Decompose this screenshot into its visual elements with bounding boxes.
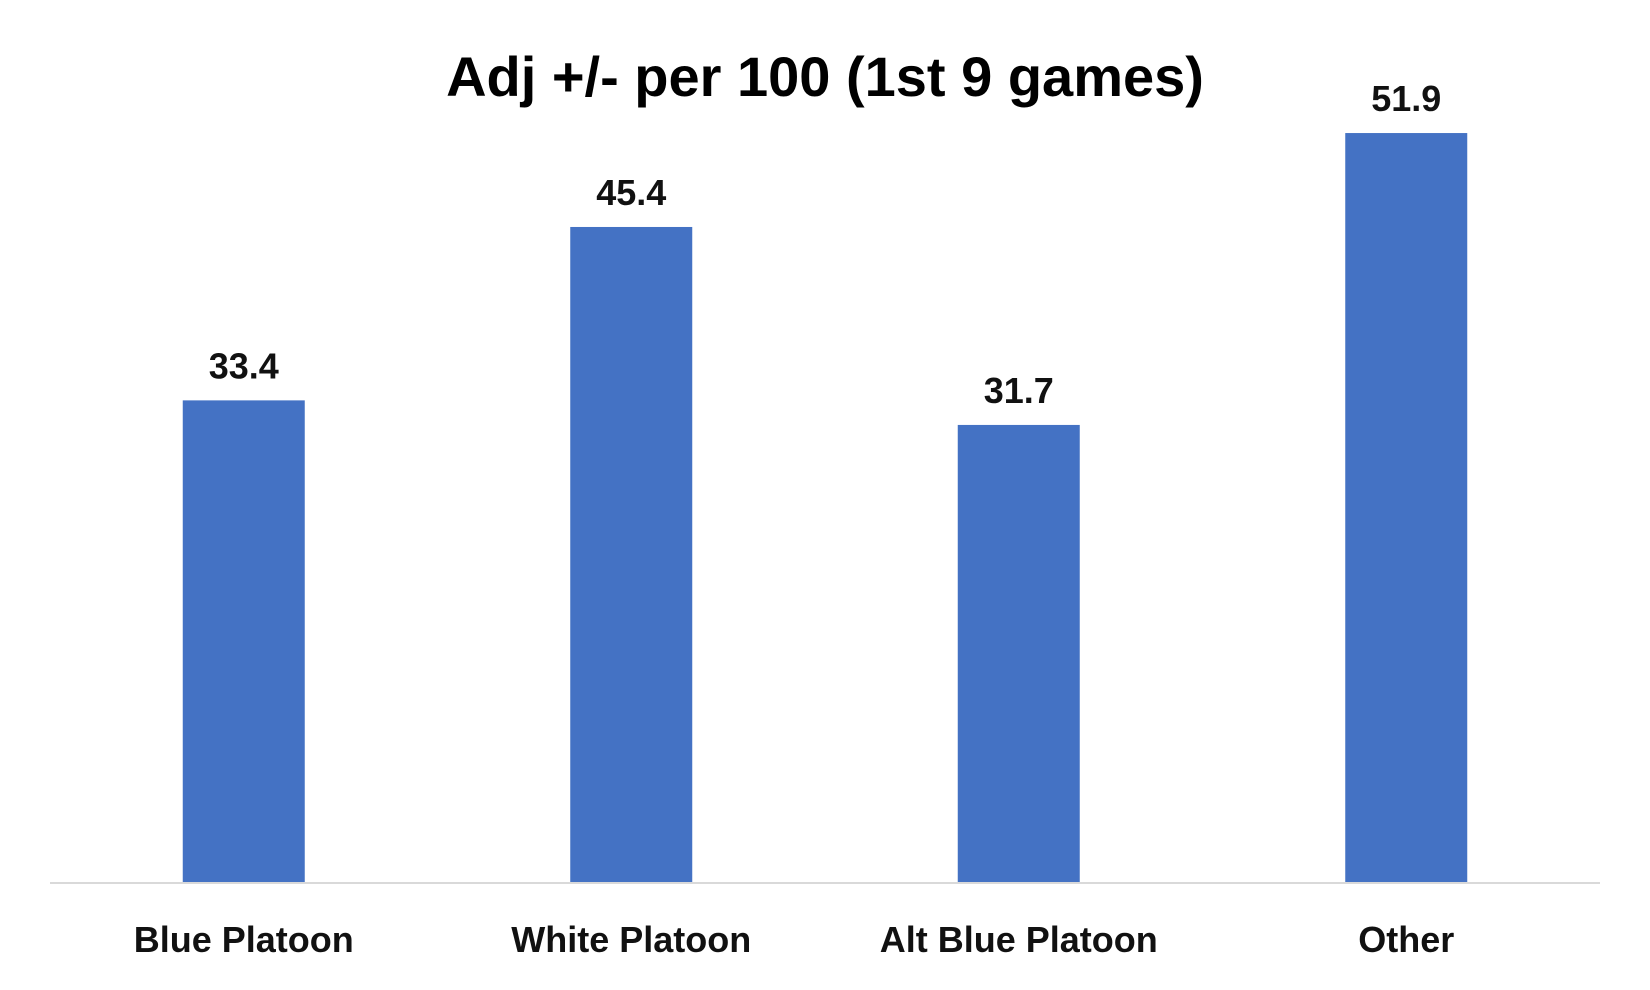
category-labels-group: Blue Platoon White Platoon Alt Blue Platoo… — [134, 919, 1455, 960]
data-label-2: 31.7 — [984, 370, 1054, 411]
bar-0 — [182, 400, 305, 883]
category-label-1: White Platoon — [511, 919, 751, 960]
bar-1 — [570, 226, 693, 884]
bars-group — [182, 133, 1468, 884]
chart-title: Adj +/- per 100 (1st 9 games) — [446, 45, 1204, 108]
category-label-0: Blue Platoon — [134, 919, 354, 960]
category-label-3: Other — [1358, 919, 1454, 960]
category-label-2: Alt Blue Platoon — [880, 919, 1158, 960]
bar-3 — [1345, 133, 1468, 884]
data-label-3: 51.9 — [1371, 78, 1441, 119]
data-label-1: 45.4 — [596, 172, 666, 213]
data-labels-group: 33.4 45.4 31.7 51.9 — [209, 78, 1442, 411]
bar-2 — [957, 424, 1080, 883]
data-label-0: 33.4 — [209, 345, 279, 386]
